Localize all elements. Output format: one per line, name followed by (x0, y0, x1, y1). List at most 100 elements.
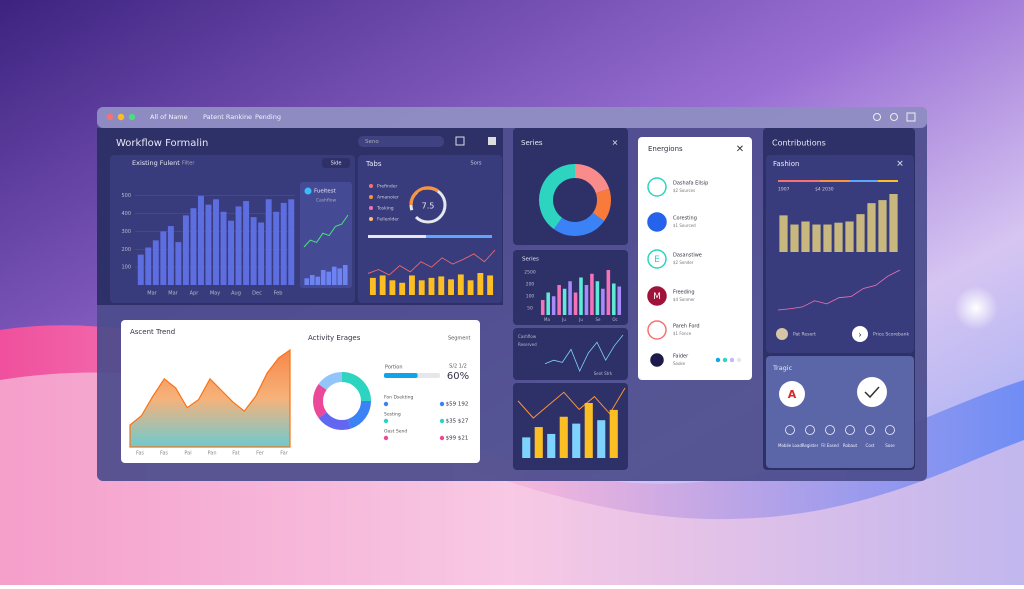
y-tick-label: 500 (121, 193, 131, 199)
window-dot[interactable] (117, 113, 125, 121)
line (367, 249, 496, 276)
bar (457, 274, 464, 295)
icon-label: Sose (885, 443, 895, 448)
row-dot (439, 435, 445, 441)
bar (288, 199, 295, 285)
icon[interactable] (488, 137, 496, 145)
badge (779, 381, 805, 407)
icon[interactable] (785, 425, 795, 435)
bar (601, 288, 605, 315)
bar (606, 270, 611, 315)
icon[interactable] (885, 425, 895, 435)
button-text: Side (331, 161, 342, 167)
bar (167, 226, 174, 285)
legend-label: Amanoier (377, 195, 399, 201)
bar (559, 416, 568, 458)
bar (572, 423, 581, 458)
subtitle: Cashflow (316, 198, 337, 204)
check-button[interactable] (857, 377, 887, 407)
row-label: Fon Dsekting (384, 395, 414, 401)
page-dot[interactable] (736, 357, 742, 363)
icon[interactable] (873, 113, 881, 121)
bar (438, 276, 445, 295)
page-dot[interactable] (722, 357, 728, 363)
window-dot[interactable] (106, 113, 114, 121)
legend-label: Feilenlder (377, 217, 399, 223)
x-tick-label: Fer (256, 451, 265, 457)
label: Cashflow (518, 334, 537, 339)
bar (547, 433, 556, 458)
close[interactable]: ✕ (736, 144, 744, 155)
bar (867, 203, 876, 252)
bar (579, 277, 583, 315)
progress-value: 60% (447, 371, 469, 382)
card-title: Ascent Trend (130, 328, 175, 336)
x-tick-label: Dec (252, 291, 262, 297)
bar (418, 280, 425, 295)
x-tick-label: Feb (274, 291, 283, 297)
footer-label: Pat Resert (793, 332, 816, 338)
icon[interactable] (890, 113, 898, 121)
bar (823, 224, 832, 252)
line (544, 334, 624, 372)
page-dot[interactable] (715, 357, 721, 363)
donut-segment (318, 411, 351, 430)
panel (638, 137, 752, 380)
avatar-letter: M (653, 292, 661, 302)
legend-bar (850, 180, 878, 182)
avatar (776, 328, 788, 340)
avatar (647, 212, 667, 232)
icon[interactable] (455, 136, 465, 146)
icon[interactable] (845, 425, 855, 435)
window-dot[interactable] (128, 113, 136, 121)
item-name: Pareh Ford (673, 324, 700, 330)
icon[interactable] (865, 425, 875, 435)
x-tick-label: Fas (136, 451, 144, 457)
row-value: $99 $21 (446, 436, 469, 442)
item-sub: Sooke (673, 361, 686, 366)
bar (568, 281, 572, 315)
badge-letter: A (788, 388, 797, 401)
progress-label: Portion (385, 365, 403, 371)
x-tick-label: Ju (578, 317, 583, 322)
line (777, 269, 901, 311)
bar (573, 292, 578, 315)
bar (243, 201, 250, 285)
progress-ratio: S/2 1/2 (449, 364, 467, 370)
bar (540, 300, 545, 315)
bar (220, 211, 227, 285)
x-tick-label: Fat (232, 451, 239, 457)
bar (250, 217, 257, 285)
donut-segment (318, 372, 343, 391)
bar (878, 200, 887, 252)
bar (557, 285, 561, 315)
avatar-letter: E (654, 255, 660, 265)
icon[interactable] (906, 112, 916, 122)
button[interactable] (322, 158, 350, 168)
card (513, 328, 628, 380)
icon (304, 187, 312, 195)
page-dot[interactable] (729, 357, 735, 363)
close[interactable]: ✕ (896, 160, 904, 170)
x-tick-label: Mar (147, 291, 157, 297)
bar (280, 202, 287, 285)
card-title: Series (521, 139, 543, 147)
bar (309, 275, 315, 285)
avatar (650, 353, 664, 367)
item-name: Dashafa Ellsip (673, 181, 708, 187)
tab: Patent Rankine (203, 113, 252, 121)
icon[interactable] (825, 425, 835, 435)
bar (612, 283, 616, 315)
close[interactable]: ✕ (612, 139, 619, 148)
label: Reserved (518, 342, 537, 347)
y-tick-label: 2500 (524, 270, 536, 276)
bar (182, 215, 189, 285)
gauge-value: 7.5 (422, 202, 435, 211)
icon[interactable] (805, 425, 815, 435)
bar (379, 275, 386, 295)
x-tick-label: Mar (168, 291, 178, 297)
search-box[interactable] (358, 136, 444, 147)
arrow-button[interactable] (852, 326, 868, 342)
bar (889, 194, 898, 252)
donut-segment (347, 400, 371, 429)
